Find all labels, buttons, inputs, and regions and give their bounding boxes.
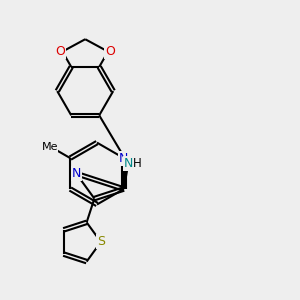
Text: S: S: [97, 236, 105, 248]
Text: O: O: [106, 45, 115, 58]
Text: N: N: [119, 152, 128, 165]
Text: Me: Me: [41, 142, 58, 152]
Text: H: H: [133, 157, 142, 170]
Text: N: N: [71, 167, 81, 180]
Text: O: O: [55, 45, 65, 58]
Text: N: N: [124, 158, 133, 170]
